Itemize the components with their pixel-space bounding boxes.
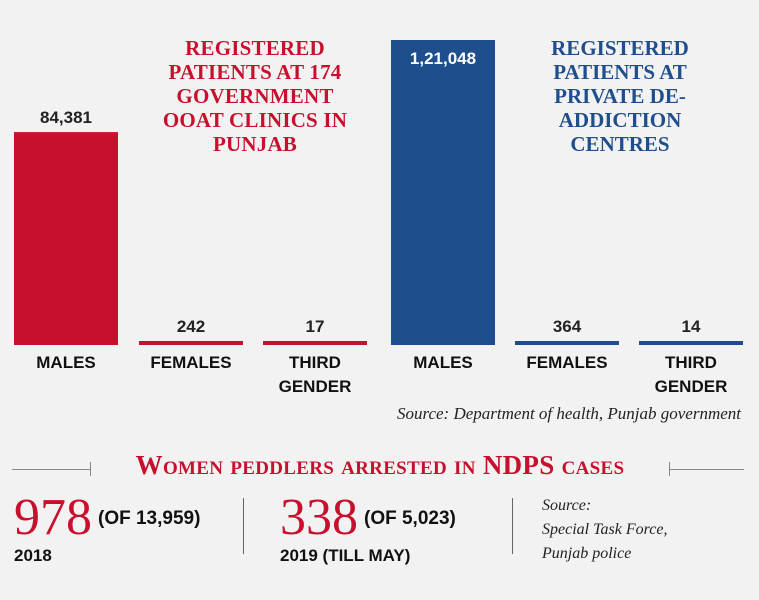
category-label: GENDER bbox=[655, 377, 728, 396]
bar-baseline bbox=[515, 344, 619, 345]
stat-year: 2018 bbox=[14, 546, 52, 565]
stat-of: (OF 5,023) bbox=[364, 508, 456, 529]
section-rule-right bbox=[670, 469, 744, 470]
category-label: MALES bbox=[413, 353, 473, 372]
source-line: Source: bbox=[542, 497, 592, 514]
section-rule-cap-right bbox=[669, 462, 670, 476]
category-label: FEMALES bbox=[150, 353, 231, 372]
source-line: Special Task Force, bbox=[542, 521, 668, 538]
divider bbox=[512, 498, 513, 554]
stat-value: 338 bbox=[280, 489, 358, 546]
data-label: 242 bbox=[177, 317, 205, 336]
bar bbox=[139, 341, 243, 344]
divider bbox=[243, 498, 244, 554]
category-label: MALES bbox=[36, 353, 96, 372]
stat-year: 2019 (TILL MAY) bbox=[280, 546, 411, 565]
stat-of: (OF 13,959) bbox=[98, 508, 201, 529]
category-label: FEMALES bbox=[526, 353, 607, 372]
section-title: Women peddlers arrested in NDPS cases bbox=[135, 450, 625, 480]
chart-title-private-centres: REGISTERED PATIENTS AT PRIVATE DE-ADDICT… bbox=[551, 36, 689, 156]
bar bbox=[391, 40, 495, 344]
category-label: GENDER bbox=[279, 377, 352, 396]
data-label: 1,21,048 bbox=[410, 49, 476, 68]
bar bbox=[14, 132, 118, 344]
bar bbox=[515, 341, 619, 344]
bar-baseline bbox=[139, 344, 243, 345]
stat-2019: 338 (OF 5,023) 2019 (TILL MAY) bbox=[280, 492, 456, 566]
category-label: THIRD bbox=[665, 353, 717, 372]
section-rule-left bbox=[12, 469, 90, 470]
source-note-health: Source: Department of health, Punjab gov… bbox=[396, 404, 741, 423]
stat-value: 978 bbox=[14, 489, 92, 546]
bar-baseline bbox=[14, 344, 118, 345]
bar-baseline bbox=[639, 344, 743, 345]
chart-title-government-clinics: REGISTERED PATIENTS AT 174 GOVERNMENT OO… bbox=[162, 36, 348, 156]
source-line: Punjab police bbox=[542, 545, 632, 562]
source-note-police: Source: Special Task Force, Punjab polic… bbox=[542, 494, 667, 566]
bar bbox=[639, 341, 743, 344]
data-label: 364 bbox=[553, 317, 582, 336]
stat-2018: 978 (OF 13,959) 2018 bbox=[14, 492, 200, 566]
bar-baseline bbox=[391, 344, 495, 345]
section-rule-cap-left bbox=[90, 462, 91, 476]
category-label: THIRD bbox=[289, 353, 341, 372]
data-label: 17 bbox=[306, 317, 325, 336]
bar bbox=[263, 341, 367, 344]
data-label: 84,381 bbox=[40, 108, 92, 127]
data-label: 14 bbox=[682, 317, 701, 336]
bar-baseline bbox=[263, 344, 367, 345]
